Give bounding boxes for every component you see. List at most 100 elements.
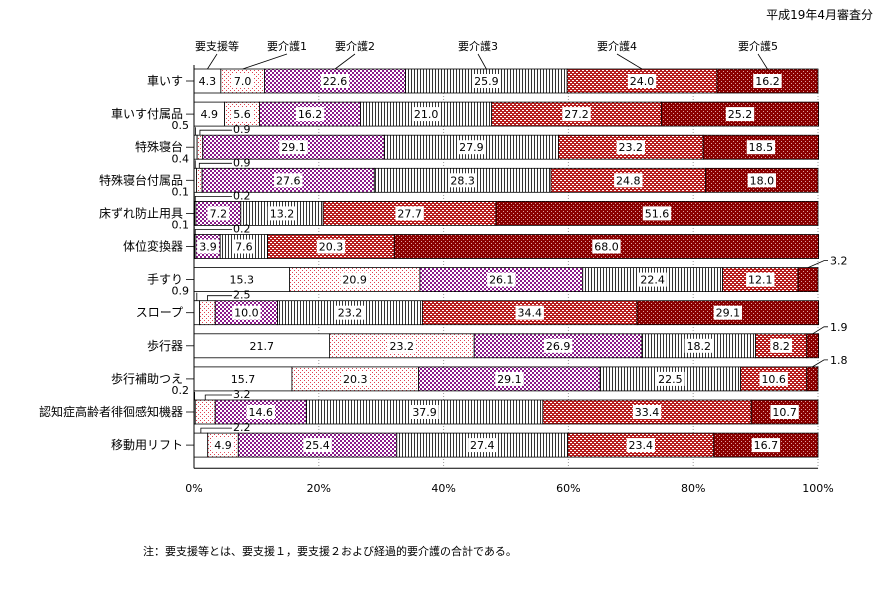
data-label: 27.4: [470, 439, 495, 452]
legend-leader: [757, 53, 768, 70]
data-label: 3.9: [199, 241, 217, 254]
data-label-bg: [316, 239, 346, 254]
data-label: 27.7: [397, 207, 422, 220]
data-label: 7.2: [210, 207, 228, 220]
data-label: 0.1: [172, 219, 190, 232]
data-label: 22.6: [323, 75, 348, 88]
data-label: 4.9: [201, 108, 219, 121]
data-label-bg: [227, 272, 256, 287]
data-label: 4.3: [199, 75, 217, 88]
category-label: 特殊寝台: [135, 139, 183, 154]
bar-segment: [193, 432, 209, 458]
legend-label: 要介護5: [738, 39, 778, 53]
data-label: 0.5: [172, 119, 190, 132]
data-label-bg: [468, 438, 497, 453]
data-label: 3.2: [233, 388, 251, 401]
data-label-bg: [746, 272, 775, 287]
data-label: 23.2: [390, 340, 415, 353]
data-label: 18.2: [687, 340, 712, 353]
data-label: 24.0: [630, 75, 655, 88]
legend-label: 要介護1: [267, 39, 307, 53]
data-label: 12.1: [748, 274, 773, 287]
data-label: 13.2: [270, 207, 295, 220]
data-label-bg: [747, 173, 777, 188]
data-label-bg: [198, 107, 221, 122]
data-label-bg: [487, 272, 516, 287]
data-label-bg: [411, 107, 441, 122]
data-label: 2.2: [233, 421, 251, 434]
data-label: 7.6: [235, 241, 253, 254]
data-label-bg: [340, 272, 369, 287]
data-label: 23.4: [629, 439, 654, 452]
category-label: 床ずれ防止用具: [99, 205, 183, 220]
callout-line: [204, 394, 232, 400]
data-label: 27.6: [276, 174, 301, 187]
data-label: 10.6: [761, 373, 786, 386]
data-label: 27.2: [564, 108, 589, 121]
bar-segment: [196, 134, 204, 160]
bar-segment: [755, 333, 808, 359]
data-label: 23.2: [338, 307, 363, 320]
bar-segment: [193, 300, 201, 326]
data-label-bg: [472, 74, 501, 88]
legend-label: 要介護3: [458, 39, 498, 53]
data-label-bg: [207, 206, 230, 221]
bar-segment: [806, 333, 820, 359]
category-label: 車いす付属品: [111, 107, 183, 121]
data-label: 18.0: [750, 174, 775, 187]
data-label-bg: [295, 107, 325, 122]
data-label: 18.5: [749, 141, 774, 154]
data-label: 2.5: [233, 289, 251, 302]
data-label: 0.1: [172, 185, 190, 198]
legend-leader: [616, 53, 643, 70]
data-label: 0.2: [233, 189, 251, 202]
data-label: 51.6: [645, 207, 670, 220]
data-label: 22.5: [658, 373, 683, 386]
data-label: 0.2: [172, 384, 190, 397]
legend-leader: [477, 53, 487, 70]
data-label-bg: [616, 140, 645, 155]
data-label: 7.0: [234, 75, 252, 88]
legend-label: 要介護4: [597, 39, 637, 53]
bar-segment: [360, 101, 493, 127]
data-label: 26.1: [489, 274, 514, 287]
data-label: 68.0: [594, 241, 619, 254]
data-label: 8.2: [772, 340, 790, 353]
data-label-bg: [387, 338, 416, 353]
data-label-bg: [626, 438, 655, 453]
data-label-bg: [335, 305, 365, 320]
data-label: 5.6: [233, 108, 251, 121]
data-label-bg: [638, 272, 667, 287]
data-label-bg: [751, 438, 781, 453]
data-label: 14.6: [249, 406, 274, 419]
data-label-bg: [632, 405, 662, 419]
data-label-bg: [448, 173, 477, 188]
data-label: 4.9: [214, 439, 232, 452]
data-label: 25.2: [728, 108, 753, 121]
x-tick-label: 40%: [431, 482, 455, 495]
data-label-bg: [232, 305, 261, 320]
data-label: 15.7: [231, 373, 256, 386]
x-tick-label: 60%: [556, 482, 580, 495]
data-label-bg: [274, 173, 303, 188]
data-label-bg: [614, 173, 643, 188]
header-note: 平成19年4月審査分: [766, 8, 873, 22]
category-label: 車いす: [147, 74, 183, 88]
data-label: 10.7: [772, 406, 797, 419]
data-label: 29.1: [497, 373, 522, 386]
bar-segment: [558, 134, 704, 160]
callout-line: [194, 229, 232, 235]
data-label-bg: [770, 338, 793, 353]
data-label-bg: [642, 206, 672, 221]
data-label: 16.2: [755, 75, 780, 88]
data-label: 34.4: [517, 307, 542, 320]
data-label: 20.3: [319, 241, 344, 254]
legend-label: 要介護2: [335, 39, 375, 53]
data-label: 23.2: [619, 141, 644, 154]
data-label: 29.1: [716, 307, 741, 320]
data-label-bg: [713, 305, 743, 320]
category-label: 移動用リフト: [111, 438, 183, 452]
data-label: 0.4: [172, 152, 190, 165]
data-label: 22.4: [640, 274, 665, 287]
data-label-bg: [656, 371, 685, 386]
